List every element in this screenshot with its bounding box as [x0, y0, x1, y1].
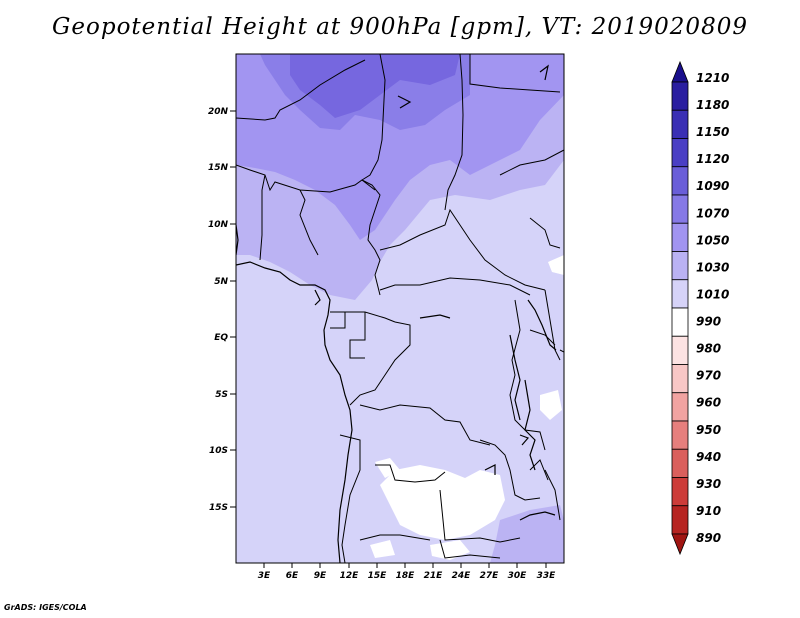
lat-label: 15N: [208, 163, 229, 173]
lat-tick-3: 5N: [214, 277, 236, 287]
lon-tick-2: 9E: [314, 563, 327, 581]
colorbar-label: 1120: [696, 152, 729, 166]
lon-tick-5: 18E: [396, 563, 416, 581]
colorbar-segment: [671, 448, 689, 478]
colorbar-segment: [671, 109, 689, 139]
lon-tick-6: 21E: [424, 563, 444, 581]
colorbar-label: 990: [696, 315, 721, 329]
contour-fill: [236, 54, 564, 563]
lat-tick-0: 20N: [208, 107, 236, 117]
colorbar-segment: [671, 222, 689, 252]
colorbar-label: 930: [696, 477, 721, 491]
map-frame: [235, 53, 565, 564]
colorbar-label: 950: [696, 423, 721, 437]
lon-tick-1: 6E: [286, 563, 299, 581]
colorbar-segment: [671, 138, 689, 168]
lon-label: 30E: [508, 571, 528, 581]
colorbar-segment: [671, 335, 689, 365]
colorbar: 1210 1180 1150 1120 1090 1070 1050 1030 1010 990 9…: [671, 60, 729, 556]
grads-credit: GrADS: IGES/COLA: [4, 603, 87, 612]
colorbar-label: 890: [696, 531, 721, 545]
lon-label: 9E: [314, 571, 327, 581]
lon-label: 21E: [424, 571, 444, 581]
colorbar-segment: [671, 364, 689, 394]
colorbar-segment: [671, 194, 689, 224]
colorbar-label: 1210: [696, 71, 729, 85]
colorbar-label: 910: [696, 504, 721, 518]
colorbar-segment: [671, 505, 689, 535]
lon-tick-4: 15E: [368, 563, 388, 581]
lon-tick-7: 24E: [452, 563, 472, 581]
coastlines: [236, 64, 557, 563]
lat-label: 10N: [208, 220, 229, 230]
colorbar-segment: [671, 420, 689, 450]
lat-tick-1: 15N: [208, 163, 236, 173]
lon-tick-10: 33E: [537, 563, 557, 581]
lon-tick-0: 3E: [258, 563, 271, 581]
lat-label: EQ: [214, 333, 228, 343]
lat-label: 15S: [209, 503, 228, 513]
colorbar-label: 1180: [696, 98, 729, 112]
colorbar-label: 980: [696, 342, 721, 356]
lat-label: 5S: [215, 390, 228, 400]
lat-label: 5N: [214, 277, 228, 287]
colorbar-segment: [671, 392, 689, 422]
lon-label: 3E: [258, 571, 271, 581]
lat-tick-7: 15S: [209, 503, 236, 513]
colorbar-segment: [671, 477, 689, 507]
lon-tick-8: 27E: [480, 563, 500, 581]
colorbar-label: 940: [696, 450, 721, 464]
lon-label: 6E: [286, 571, 299, 581]
chart-title: Geopotential Height at 900hPa [gpm], VT:…: [52, 14, 748, 40]
colorbar-segment: [671, 279, 689, 309]
lat-tick-6: 10S: [209, 446, 236, 456]
lat-axis: 20N 15N 10N 5N EQ 5S 10S 15S: [208, 107, 236, 513]
colorbar-label: 1030: [696, 260, 729, 274]
colorbar-label: 1010: [696, 287, 729, 301]
colorbar-segment: [671, 166, 689, 196]
colorbar-segment: [671, 81, 689, 111]
lon-label: 12E: [340, 571, 360, 581]
lon-axis: 3E 6E 9E 12E 15E 18E 21E 24E 27E 30E 33E: [258, 563, 556, 581]
colorbar-segment: [671, 251, 689, 281]
lon-tick-3: 12E: [340, 563, 360, 581]
colorbar-label: 1090: [696, 179, 729, 193]
colorbar-label: 1050: [696, 233, 729, 247]
lon-tick-9: 30E: [508, 563, 528, 581]
lon-label: 24E: [452, 571, 472, 581]
country-borders: [236, 54, 564, 563]
colorbar-label: 1070: [696, 206, 729, 220]
colorbar-bottom-arrow: [671, 533, 689, 556]
lat-label: 10S: [209, 446, 228, 456]
lon-label: 15E: [368, 571, 388, 581]
lat-tick-5: 5S: [215, 390, 236, 400]
colorbar-segment: [671, 307, 689, 337]
colorbar-label: 960: [696, 396, 721, 410]
colorbar-label: 970: [696, 369, 721, 383]
lat-tick-4: EQ: [214, 333, 236, 343]
lon-label: 18E: [396, 571, 416, 581]
lon-label: 27E: [480, 571, 500, 581]
lat-label: 20N: [208, 107, 229, 117]
lon-label: 33E: [537, 571, 557, 581]
colorbar-top-arrow: [671, 60, 689, 83]
colorbar-label: 1150: [696, 125, 729, 139]
lat-tick-2: 10N: [208, 220, 236, 230]
